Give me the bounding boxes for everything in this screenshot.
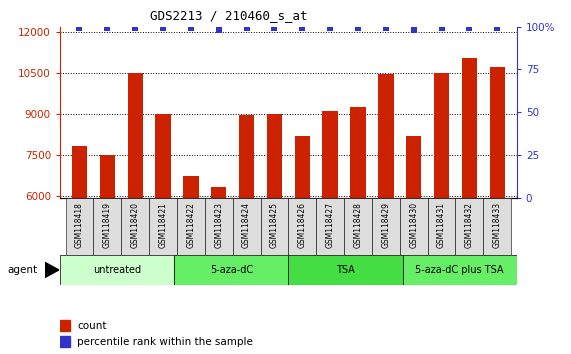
Text: GSM118433: GSM118433 (493, 202, 502, 249)
Bar (288, 255, 403, 285)
Bar (406, 136, 421, 354)
Point (186, 25, 195, 31)
Bar (100, 155, 115, 354)
Point (242, 25, 251, 31)
Text: agent: agent (7, 265, 38, 275)
Point (270, 25, 279, 31)
Bar (211, 187, 226, 354)
Text: TSA: TSA (336, 265, 355, 275)
Bar (456, 198, 483, 255)
Polygon shape (45, 262, 59, 278)
Text: GSM118420: GSM118420 (131, 202, 140, 249)
Bar (288, 198, 316, 255)
Bar (400, 198, 428, 255)
Bar (121, 198, 149, 255)
Text: GSM118429: GSM118429 (381, 202, 391, 249)
Bar (177, 198, 205, 255)
Bar (205, 198, 232, 255)
Point (353, 25, 363, 31)
Bar (295, 136, 310, 354)
Bar (462, 58, 477, 354)
Bar (403, 255, 517, 285)
Text: GSM118428: GSM118428 (353, 202, 363, 249)
Text: untreated: untreated (93, 265, 141, 275)
Bar (174, 255, 288, 285)
Text: GSM118419: GSM118419 (103, 202, 112, 249)
Point (131, 25, 140, 31)
Bar (351, 107, 365, 354)
Bar (483, 198, 511, 255)
Bar (434, 73, 449, 354)
Bar (155, 114, 171, 354)
Point (493, 25, 502, 31)
Bar (489, 67, 505, 354)
Bar (239, 115, 254, 354)
Text: 5-aza-dC: 5-aza-dC (210, 265, 253, 275)
Bar (66, 198, 94, 255)
Point (158, 25, 167, 31)
Text: GSM118430: GSM118430 (409, 202, 418, 249)
Text: GSM118425: GSM118425 (270, 202, 279, 249)
Text: percentile rank within the sample: percentile rank within the sample (77, 337, 253, 347)
Text: count: count (77, 321, 107, 331)
Bar (72, 147, 87, 354)
Bar (232, 198, 260, 255)
Bar (316, 198, 344, 255)
Bar (149, 198, 177, 255)
Bar (372, 198, 400, 255)
Text: GSM118421: GSM118421 (159, 202, 167, 249)
Bar (260, 198, 288, 255)
Text: GSM118422: GSM118422 (186, 202, 195, 249)
Bar (60, 336, 70, 347)
Text: GSM118426: GSM118426 (298, 202, 307, 249)
Text: GDS2213 / 210460_s_at: GDS2213 / 210460_s_at (150, 9, 307, 22)
Point (409, 27, 419, 33)
Text: GSM118423: GSM118423 (214, 202, 223, 249)
Text: GSM118424: GSM118424 (242, 202, 251, 249)
Bar (428, 198, 456, 255)
Bar (127, 73, 143, 354)
Text: GSM118432: GSM118432 (465, 202, 474, 249)
Bar (378, 74, 393, 354)
Text: GSM118418: GSM118418 (75, 202, 84, 249)
Text: GSM118427: GSM118427 (325, 202, 335, 249)
Point (103, 25, 112, 31)
Point (437, 25, 446, 31)
Bar (60, 320, 70, 331)
Bar (344, 198, 372, 255)
Bar (183, 176, 199, 354)
Bar (94, 198, 121, 255)
Bar (60, 255, 174, 285)
Text: 5-aza-dC plus TSA: 5-aza-dC plus TSA (416, 265, 504, 275)
Bar (267, 114, 282, 354)
Bar (323, 111, 338, 354)
Point (297, 25, 307, 31)
Point (75, 25, 84, 31)
Point (381, 25, 391, 31)
Text: GSM118431: GSM118431 (437, 202, 446, 249)
Point (325, 25, 335, 31)
Point (214, 27, 223, 33)
Point (465, 25, 474, 31)
